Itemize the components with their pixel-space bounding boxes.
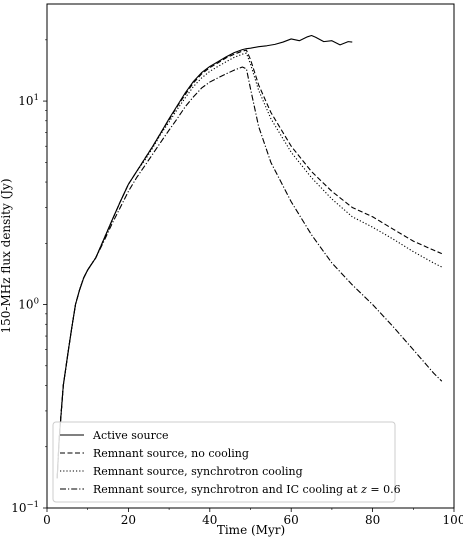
series-line-dotted	[56, 52, 443, 479]
x-tick-label: 0	[43, 513, 51, 527]
x-tick-label: 60	[284, 513, 299, 527]
legend-label: Remnant source, no cooling	[93, 447, 249, 460]
legend: Active source Remnant source, no cooling…	[52, 421, 401, 503]
series-layer	[56, 34, 443, 479]
legend-label: Remnant source, synchrotron cooling	[93, 465, 303, 478]
series-line-solid	[56, 34, 353, 479]
y-tick-label: 10−1	[11, 500, 39, 515]
x-tick-label: 40	[202, 513, 217, 527]
legend-label-math: z	[360, 483, 367, 496]
x-axis-label: Time (Myr)	[217, 523, 285, 537]
series-line-dashdot	[56, 66, 443, 479]
legend-box	[52, 421, 396, 503]
legend-label-suffix: = 0.6	[367, 483, 401, 496]
x-tick-label: 100	[443, 513, 463, 527]
legend-entry-synchrotron-ic: Remnant source, synchrotron and IC cooli…	[60, 483, 401, 496]
legend-entry-active: Active source	[60, 429, 169, 442]
series-line-dashed	[56, 49, 443, 479]
x-tick-label: 80	[365, 513, 380, 527]
y-axis-label: 150-MHz flux density (Jy)	[0, 178, 13, 333]
legend-entry-synchrotron: Remnant source, synchrotron cooling	[60, 465, 303, 478]
y-tick-label: 100	[18, 297, 39, 312]
legend-label: Remnant source, synchrotron and IC cooli…	[93, 483, 401, 496]
legend-entry-no-cooling: Remnant source, no cooling	[60, 447, 249, 460]
y-axis-ticks: 10−1 100 101	[11, 39, 47, 515]
legend-label: Active source	[92, 429, 169, 442]
y-tick-label: 101	[18, 93, 39, 108]
legend-label-text: Remnant source, synchrotron and IC cooli…	[93, 483, 361, 496]
x-axis-ticks: 0 20 40 60 80 100	[43, 508, 463, 527]
x-tick-label: 20	[121, 513, 136, 527]
